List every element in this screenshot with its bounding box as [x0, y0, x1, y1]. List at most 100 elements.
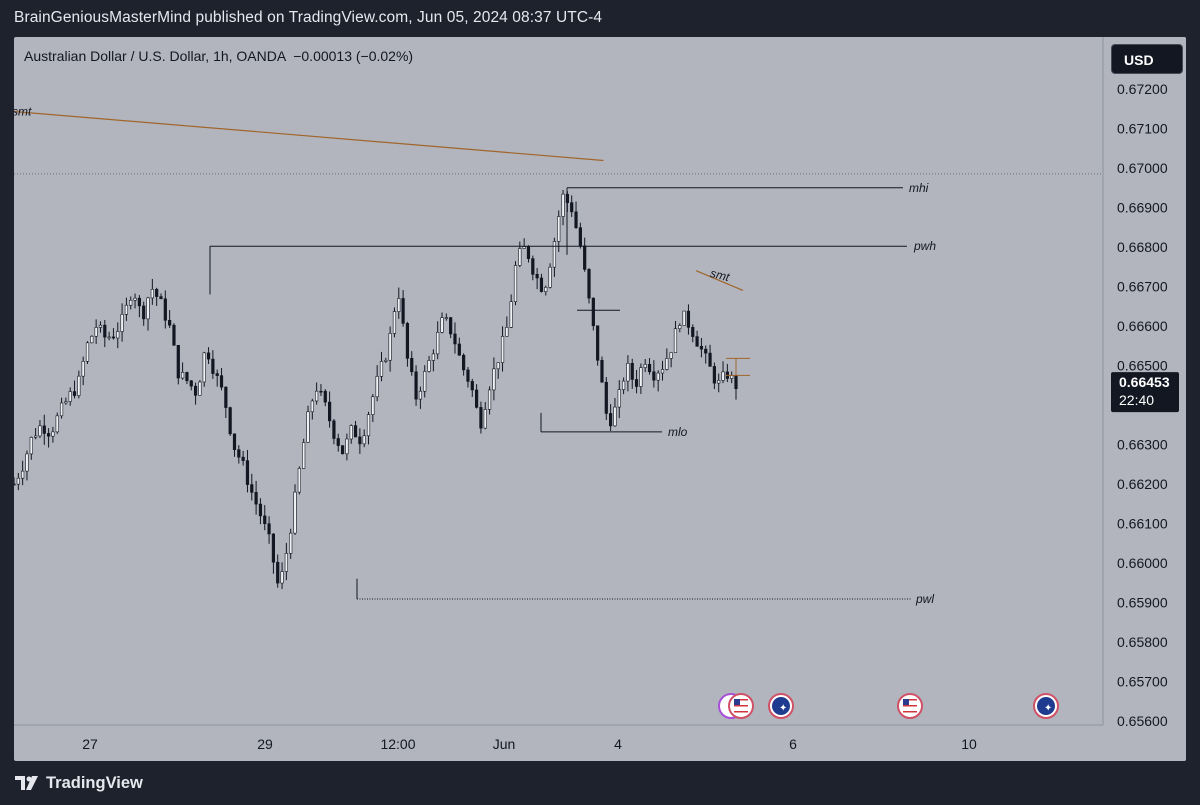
price-tick-label: 0.65700: [1117, 674, 1168, 690]
time-tick-label: 27: [82, 736, 98, 752]
candle-body: [16, 477, 20, 485]
candle: [561, 189, 565, 226]
candle: [77, 370, 81, 399]
candle-body: [487, 389, 492, 410]
candle: [513, 261, 518, 306]
footer-brand: TradingView: [46, 773, 143, 792]
candle: [535, 268, 539, 290]
candle: [379, 351, 384, 382]
candle: [181, 362, 185, 380]
candle-body: [686, 310, 691, 328]
candle-body: [64, 401, 68, 404]
candle: [38, 420, 42, 439]
candle: [340, 445, 345, 455]
candle: [483, 402, 487, 430]
candle: [81, 356, 85, 386]
candle-body: [621, 380, 626, 390]
candle-body: [250, 484, 254, 493]
candle-body: [401, 298, 405, 324]
candle: [46, 428, 51, 448]
candle-body: [427, 360, 431, 372]
candle: [470, 378, 474, 397]
candle: [539, 273, 544, 293]
candle: [228, 406, 232, 437]
candle: [531, 255, 535, 281]
candle: [263, 505, 267, 531]
candle: [14, 477, 16, 486]
candle-body: [639, 367, 643, 387]
flag-stripe: [903, 708, 917, 710]
candle-body: [596, 325, 600, 361]
candle: [431, 349, 435, 372]
candle-body: [626, 363, 630, 382]
flag-stripe: [903, 702, 917, 704]
candle-body: [557, 216, 561, 242]
candle: [25, 450, 29, 481]
candle: [656, 370, 660, 392]
candle: [310, 398, 314, 420]
candle: [349, 424, 353, 444]
candle-body: [414, 371, 418, 400]
candle-body: [630, 363, 634, 380]
candle-body: [142, 305, 146, 320]
candle-body: [163, 298, 167, 321]
chart-area[interactable]: 0.67200 0.67100 0.67000 0.66900 0.66800 0.667…: [14, 37, 1186, 761]
candle: [570, 195, 574, 217]
candle: [673, 320, 678, 354]
candle-body: [474, 389, 479, 408]
candle: [427, 355, 431, 373]
candle-body: [466, 369, 470, 382]
candle: [630, 358, 634, 389]
candle-body: [150, 288, 154, 299]
candle-body: [25, 453, 29, 472]
candle: [271, 533, 276, 574]
candle: [574, 201, 578, 229]
candle: [137, 295, 141, 318]
candle-body: [673, 328, 678, 354]
candle-body: [103, 324, 107, 338]
candle-body: [237, 449, 241, 458]
candle: [682, 310, 686, 326]
time-tick-label: Jun: [493, 736, 516, 752]
candle-body: [42, 425, 46, 434]
flag-stripe: [903, 699, 917, 701]
candle-body: [211, 358, 215, 374]
candle-body: [539, 277, 544, 292]
candle: [328, 391, 332, 428]
candle-body: [215, 373, 219, 376]
candle: [392, 307, 397, 338]
candle: [717, 373, 721, 393]
candle: [85, 341, 90, 365]
candle-body: [436, 332, 440, 355]
candle: [604, 377, 608, 420]
candle-body: [479, 407, 483, 429]
footer: TradingView: [14, 772, 143, 794]
candle: [591, 297, 595, 331]
price-tick-label: 0.66900: [1117, 200, 1168, 216]
flag-canton: [734, 699, 740, 705]
candle-body: [38, 425, 42, 437]
candle-body: [124, 304, 129, 315]
candle: [159, 293, 163, 300]
candle: [245, 449, 250, 493]
candle-body: [276, 561, 280, 584]
candle-body: [232, 433, 237, 450]
candle-body: [470, 381, 474, 391]
candle: [578, 222, 582, 249]
symbol-legend: Australian Dollar / U.S. Dollar, 1h, OAN…: [24, 48, 414, 64]
candle-body: [548, 266, 552, 288]
candle: [55, 412, 59, 434]
candle: [725, 363, 729, 383]
candle: [418, 386, 422, 409]
candle: [708, 344, 712, 367]
flag-stripe: [734, 708, 748, 710]
price-tick-label: 0.66700: [1117, 279, 1168, 295]
candle: [647, 358, 652, 375]
chart-canvas[interactable]: 0.67200 0.67100 0.67000 0.66900 0.66800 0.667…: [14, 37, 1186, 761]
candle-body: [704, 348, 708, 354]
candle-body: [258, 503, 263, 517]
currency-button[interactable]: USD: [1111, 44, 1183, 74]
candle: [241, 450, 245, 466]
flag-star: ✦: [1044, 703, 1052, 714]
candle: [414, 365, 418, 406]
